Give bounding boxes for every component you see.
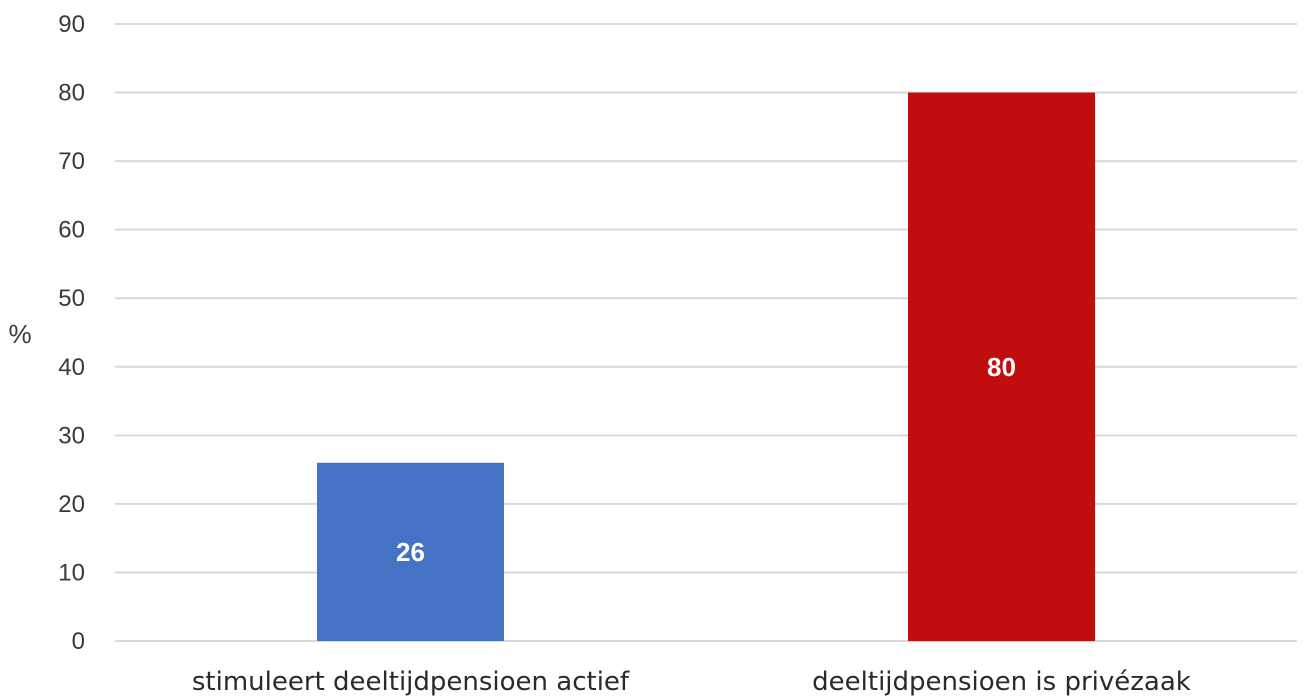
y-axis-label: % bbox=[8, 319, 31, 349]
data-label-1: 26 bbox=[396, 537, 425, 567]
data-label-2: 80 bbox=[987, 352, 1016, 382]
y-tick-label: 90 bbox=[58, 11, 85, 38]
y-tick-label: 30 bbox=[58, 422, 85, 449]
y-tick-label: 20 bbox=[58, 491, 85, 518]
y-tick-label: 40 bbox=[58, 354, 85, 381]
bars bbox=[317, 92, 1095, 642]
y-tick-label: 70 bbox=[58, 148, 85, 175]
x-category-label-1: stimuleert deeltijdpensioen actief bbox=[192, 667, 630, 697]
x-axis-categories: stimuleert deeltijdpensioen actief deelti… bbox=[192, 667, 1191, 697]
y-tick-label: 80 bbox=[58, 80, 85, 107]
y-tick-label: 0 bbox=[72, 628, 85, 655]
bar-1 bbox=[317, 462, 504, 641]
y-tick-label: 60 bbox=[58, 217, 85, 244]
data-labels: 26 80 bbox=[396, 352, 1016, 567]
y-tick-label: 10 bbox=[58, 559, 85, 586]
gridlines bbox=[115, 23, 1297, 642]
bar-2 bbox=[908, 92, 1095, 642]
x-category-label-2: deeltijdpensioen is privézaak bbox=[812, 667, 1191, 697]
y-axis-ticks: 0 10 20 30 40 50 60 70 80 90 bbox=[58, 11, 85, 655]
y-tick-label: 50 bbox=[58, 285, 85, 312]
